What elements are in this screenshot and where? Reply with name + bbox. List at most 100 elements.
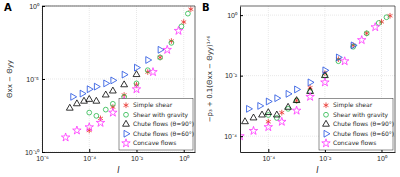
point	[61, 133, 69, 141]
tick: 10⁻⁴	[262, 149, 275, 162]
tick: 10⁻⁴	[83, 149, 96, 162]
point	[179, 24, 184, 29]
point	[247, 105, 253, 112]
tick: 10⁰	[377, 149, 388, 162]
tick-label: 10⁻⁶	[36, 155, 49, 162]
point	[94, 83, 100, 90]
point	[285, 103, 292, 109]
point	[323, 67, 329, 74]
point	[321, 78, 329, 86]
tick-label: 10⁰	[227, 12, 238, 19]
point	[358, 36, 366, 44]
tick-mark	[268, 149, 269, 152]
tick: 10⁰	[227, 12, 243, 19]
legend-entry: Concave flows	[133, 139, 176, 146]
grid-line	[42, 152, 195, 153]
tick-mark	[42, 152, 45, 153]
point	[185, 11, 190, 16]
tick-label: 10⁻⁴	[224, 133, 237, 140]
tick: 10⁻²	[225, 72, 243, 79]
point	[109, 87, 116, 93]
legend-entry: Shear with gravity	[333, 111, 389, 119]
frame	[240, 6, 395, 7]
legend-entry: Chute flows (θ=90°)	[333, 120, 394, 127]
point	[279, 110, 284, 116]
tick: 10⁻²	[319, 149, 332, 162]
grid-line	[240, 15, 395, 16]
point	[258, 103, 264, 110]
point	[275, 95, 281, 102]
legend-symbol	[124, 130, 130, 137]
tick-label: 10⁻²	[131, 155, 144, 162]
tick-label: 10⁻²	[319, 155, 332, 162]
point	[158, 46, 164, 53]
point	[104, 80, 110, 87]
tick-label: 10⁻²	[225, 72, 238, 79]
tick-mark	[42, 6, 45, 7]
point	[111, 77, 117, 84]
frame	[42, 6, 195, 7]
point	[80, 90, 86, 97]
grid	[240, 6, 395, 152]
point	[249, 126, 257, 134]
tick-mark	[240, 136, 243, 137]
grid	[42, 6, 195, 152]
point	[364, 31, 369, 36]
legend-symbol	[124, 102, 129, 108]
frame	[195, 6, 196, 152]
point	[274, 116, 279, 121]
axis-line	[43, 152, 196, 153]
series	[71, 46, 164, 100]
series	[242, 72, 329, 124]
point	[364, 30, 369, 36]
point	[94, 113, 99, 118]
point	[87, 86, 93, 93]
legend-entry: Chute flows (θ=60°)	[333, 130, 394, 137]
point	[306, 92, 314, 100]
point	[273, 111, 280, 117]
axis-line	[241, 152, 396, 153]
point	[93, 97, 100, 103]
legend: Simple shearShear with gravityChute flow…	[119, 99, 194, 151]
tick: 10⁰	[29, 3, 45, 10]
tick-mark	[42, 79, 45, 80]
tick: 10⁻¹⁰	[25, 149, 45, 156]
tick: 10⁰	[179, 149, 190, 162]
point	[379, 19, 384, 25]
legend: Simple shearShear with gravityChute flow…	[319, 99, 394, 151]
point	[85, 123, 93, 131]
x-label: I	[316, 166, 319, 175]
point	[293, 97, 300, 103]
legend-symbol	[122, 139, 130, 147]
point	[169, 40, 174, 45]
point	[250, 114, 257, 120]
x-axis: 10⁻⁶ 10⁻⁴ 10⁻² 10⁰	[36, 149, 195, 162]
point	[278, 117, 286, 125]
point	[265, 109, 272, 115]
grid-line	[42, 79, 195, 80]
point	[371, 23, 379, 31]
legend-entry: Concave flows	[333, 139, 376, 146]
point	[110, 101, 115, 106]
point	[174, 26, 182, 34]
point	[158, 55, 163, 60]
point	[376, 21, 381, 26]
panel: 10⁻⁶10⁻⁴10⁻²10⁰10⁻¹⁰10⁻⁵10⁰IΘxx − ΘyyASi…	[4, 2, 196, 175]
tick-label: 10⁰	[29, 3, 40, 10]
tick-mark	[240, 15, 243, 16]
axis-line	[240, 7, 241, 153]
point	[286, 90, 292, 97]
tick: 10⁻⁵	[26, 76, 45, 83]
grid-line	[42, 6, 195, 7]
point	[133, 71, 140, 77]
point	[351, 42, 357, 49]
tick: 10⁻⁴	[224, 133, 243, 140]
point	[340, 57, 348, 65]
tick-mark	[89, 149, 90, 152]
point	[145, 68, 150, 73]
tick: 10⁻²	[131, 149, 144, 162]
point	[73, 126, 81, 134]
point	[103, 107, 108, 112]
point	[286, 106, 291, 111]
legend-symbol	[323, 120, 330, 126]
